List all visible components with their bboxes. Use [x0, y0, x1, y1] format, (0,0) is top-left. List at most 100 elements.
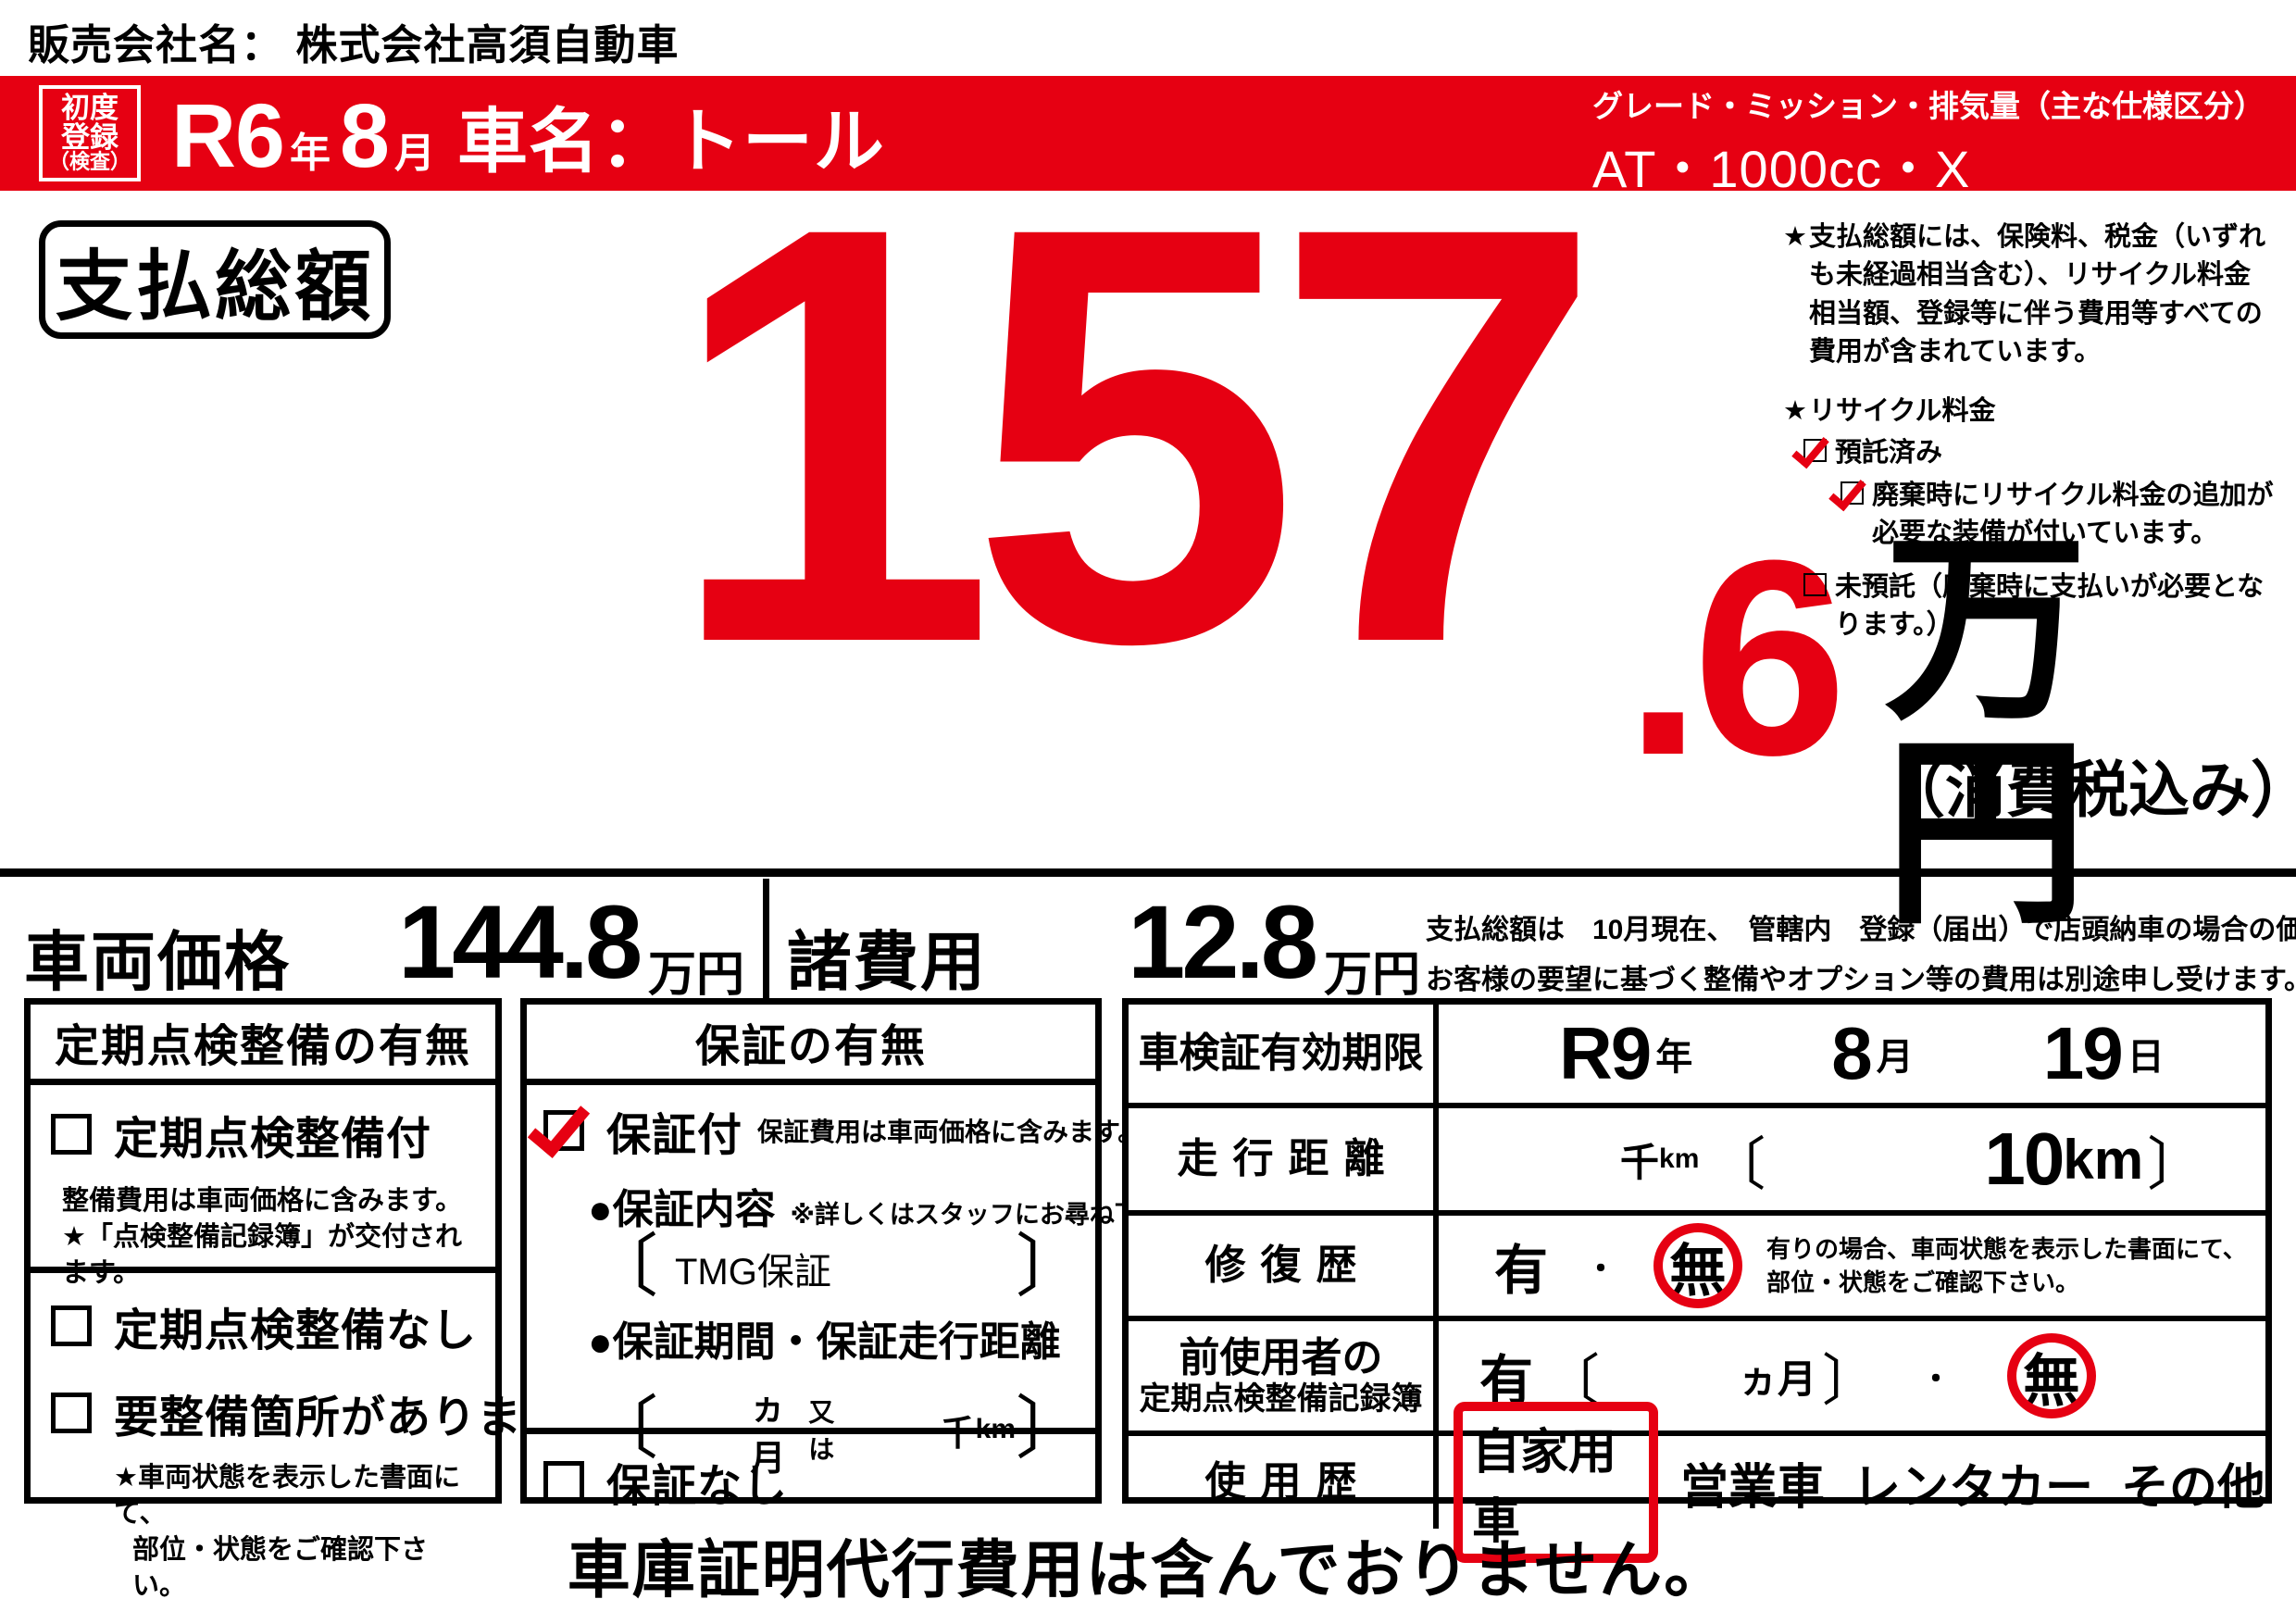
total-price-display: 157 .6 万円 （消費税込み） — [593, 139, 2296, 936]
price-breakdown-row: 車両価格 144.8 万円 諸費用 12.8 万円 支払総額は 10月現在、 管… — [0, 879, 2296, 1005]
warranty-content-bullet-row: ●保証内容 ※詳しくはスタッフにお尋ね下さい。 — [588, 1176, 1215, 1235]
reg-month-unit: 月 — [393, 131, 435, 176]
warranty-with-label: 保証付 — [606, 1111, 743, 1160]
checkbox-empty-icon[interactable] — [1803, 572, 1827, 596]
usage-option-private-selected[interactable]: 自家用車 — [1454, 1402, 1658, 1563]
repair-note: 有りの場合、車両状態を表示した書面にて、 部位・状態をご確認下さい。 — [1766, 1232, 2247, 1300]
total-price-tax-note: （消費税込み） — [1884, 756, 2296, 824]
checkbox-empty-icon[interactable] — [51, 1393, 92, 1433]
bracket-open-icon: 〔 — [1708, 1134, 1766, 1197]
row-value-inspection-expiry: R9 年 8 月 19 日 — [1439, 1005, 2265, 1103]
total-price-unit: 万円 — [1884, 516, 2088, 947]
row-label-previous-owner-record-line1: 前使用者の — [1179, 1335, 1383, 1381]
table-row-repair-history: 修復歴 有 ・ 無 有りの場合、車両状態を表示した書面にて、 部位・状態をご確認… — [1129, 1210, 2265, 1316]
warranty-panel-title: 保証の有無 — [527, 1005, 1095, 1085]
warranty-period-bullet: ●保証期間・保証走行距離 — [588, 1319, 1061, 1366]
warranty-with-section: 保証付 保証費用は車両価格に含みます。 ●保証内容 ※詳しくはスタッフにお尋ね下… — [527, 1085, 1215, 1479]
grade-value: AT・1000cc・X — [1592, 140, 1971, 198]
recycle-title-row: ★ リサイクル料金 — [1783, 393, 2274, 434]
table-row-usage-history: 使用歴 自家用車 営業車 レンタカー その他 — [1129, 1402, 2265, 1563]
mileage-unit-km: km — [1659, 1143, 1700, 1174]
record-months-unit: ヵ月 — [1739, 1356, 1817, 1401]
inspection-option-needs-repair-label: 要整備箇所があります — [114, 1393, 568, 1443]
registration-badge: 初度 登録 （検査） — [39, 85, 141, 181]
expiry-month-value: 8 — [1831, 1012, 1872, 1094]
total-price-badge: 支払総額 — [39, 220, 391, 339]
row-label-previous-owner-record: 前使用者の 定期点検整備記録簿 — [1129, 1321, 1439, 1430]
reg-month-value: 8 — [340, 84, 390, 186]
checkbox-empty-icon[interactable] — [51, 1114, 92, 1155]
registration-badge-line2: 登録 — [61, 120, 119, 154]
expiry-year-value: R9 — [1559, 1012, 1652, 1094]
dealer-name: 販売会社名： 株式会社高須自動車 — [28, 21, 680, 69]
recycle-option-extra-equipment-label: 廃棄時にリサイクル料金の追加が必要な装備が付いています。 — [1872, 480, 2274, 549]
warranty-with-note: 保証費用は車両価格に含みます。 — [757, 1118, 1144, 1146]
inspection-option-none-label: 定期点検整備なし — [114, 1306, 478, 1355]
total-price-fraction: .6 — [1625, 502, 1847, 813]
inspection-option-none[interactable]: 定期点検整備なし — [51, 1293, 480, 1358]
inspection-option-with-note2: ★「点検整備記録簿」が交付されます。 — [62, 1222, 462, 1289]
inspection-option-needs-repair[interactable]: 要整備箇所があります — [51, 1380, 567, 1445]
warranty-content-bullet: ●保証内容 — [588, 1187, 776, 1232]
row-label-previous-owner-record-line2: 定期点検整備記録簿 — [1139, 1380, 1423, 1417]
inspection-option-with-label: 定期点検整備付 — [114, 1115, 432, 1164]
recycle-option-deposited-label: 預託済み — [1835, 438, 1943, 468]
record-option-no-selected[interactable]: 無 — [2007, 1333, 2097, 1418]
table-row-inspection-expiry: 車検証有効期限 R9 年 8 月 19 日 — [1129, 1005, 2265, 1103]
price-note-line1: 支払総額は 10月現在、 管轄内 登録（届出）で店頭納車の場合の価格です。 — [1426, 915, 2296, 945]
vehicle-data-table: 車検証有効期限 R9 年 8 月 19 日 走行距離 千 km 〔 10 km … — [1122, 998, 2272, 1563]
registration-badge-line3: （検査） — [48, 150, 131, 174]
warranty-none-section[interactable]: 保証なし — [527, 1428, 1095, 1511]
price-divider — [763, 879, 769, 1005]
warranty-content-value: TMG保証 — [675, 1251, 831, 1293]
checkbox-checked-icon[interactable] — [1803, 439, 1827, 463]
reg-year-value: R6 — [171, 84, 285, 186]
usage-option-rental[interactable]: レンタカー — [1852, 1460, 2093, 1515]
registration-badge-line1: 初度 — [61, 92, 119, 125]
checkbox-checked-icon[interactable] — [1841, 481, 1864, 505]
bracket-close-icon: 〕 — [1822, 1350, 1878, 1412]
expiry-year-unit: 年 — [1655, 1037, 1693, 1078]
warranty-none-row[interactable]: 保証なし — [543, 1449, 1084, 1514]
warranty-with-row[interactable]: 保証付 保証費用は車両価格に含みます。 — [543, 1098, 1143, 1163]
repair-option-yes[interactable]: 有 — [1494, 1241, 1549, 1301]
inspection-option-with[interactable]: 定期点検整備付 整備費用は車両価格に含みます。 ★「点検整備記録簿」が交付されま… — [31, 1085, 495, 1288]
fees-unit: 万円 — [1324, 948, 1421, 1002]
checkbox-empty-icon[interactable] — [543, 1461, 584, 1502]
grade-box: グレード・ミッション・排気量（主な仕様区分） AT・1000cc・X — [1592, 81, 2265, 203]
checkbox-empty-icon[interactable] — [51, 1305, 92, 1346]
warranty-content-field[interactable]: 〔 TMG保証 〕 — [590, 1233, 1084, 1302]
vehicle-price-label: 車両価格 — [24, 926, 291, 998]
row-label-usage-history: 使用歴 — [1129, 1436, 1439, 1529]
usage-option-other[interactable]: その他 — [2120, 1460, 2265, 1515]
recycle-option-extra-equipment[interactable]: 廃棄時にリサイクル料金の追加が必要な装備が付いています。 — [1841, 477, 2274, 554]
grade-label: グレード・ミッション・排気量（主な仕様区分） — [1592, 89, 2265, 123]
row-value-mileage: 千 km 〔 10 km 〕 — [1439, 1108, 2265, 1210]
checkbox-checked-icon[interactable] — [543, 1110, 584, 1151]
recycle-option-deposited[interactable]: 預託済み — [1803, 434, 2274, 472]
star-icon: ★ — [1783, 222, 1807, 252]
record-option-yes[interactable]: 有 — [1479, 1351, 1534, 1411]
divider-top — [0, 868, 2296, 877]
expiry-day-value: 19 — [2042, 1012, 2124, 1094]
repair-option-no-selected[interactable]: 無 — [1653, 1223, 1743, 1308]
header-main: R6 年 8 月 車名：トール — [171, 80, 885, 191]
table-row-previous-owner-record: 前使用者の 定期点検整備記録簿 有 〔 ヵ月 〕 ・ 無 — [1129, 1316, 2265, 1430]
warranty-panel: 保証の有無 保証付 保証費用は車両価格に含みます。 ●保証内容 ※詳しくはスタッ… — [520, 998, 1215, 1511]
inspection-option-with-row[interactable]: 定期点検整備付 — [51, 1102, 480, 1167]
warranty-period-unit: ヵ月 — [750, 1389, 786, 1480]
expiry-day-unit: 日 — [2127, 1037, 2165, 1078]
table-row-mileage: 走行距離 千 km 〔 10 km 〕 — [1129, 1103, 2265, 1210]
recycle-option-not-deposited[interactable]: 未預託（廃棄時に支払いが必要となります。） — [1803, 568, 2274, 645]
total-price-integer: 157 — [667, 104, 1603, 766]
row-value-previous-owner-record: 有 〔 ヵ月 〕 ・ 無 — [1439, 1321, 2265, 1430]
price-note-line2: お客様の要望に基づく整備やオプション等の費用は別途申し受けます。 — [1426, 965, 2296, 995]
mileage-unit-k: 千 — [1620, 1140, 1660, 1184]
bracket-close-icon: 〕 — [2147, 1134, 2205, 1197]
usage-option-business[interactable]: 営業車 — [1679, 1460, 1825, 1515]
footer-note: 車庫証明代行費用は含んでおりません。 — [567, 1535, 1729, 1605]
inspection-option-needs-repair-note1: ★車両状態を表示した書面にて、 — [114, 1463, 460, 1530]
inspection-option-none-group: 定期点検整備なし 要整備箇所があります ★車両状態を表示した書面にて、 部位・状… — [31, 1267, 567, 1601]
notes-block: ★ 支払総額には、保険料、税金（いずれも未経過相当含む）、リサイクル料金相当額、… — [1783, 219, 2274, 649]
